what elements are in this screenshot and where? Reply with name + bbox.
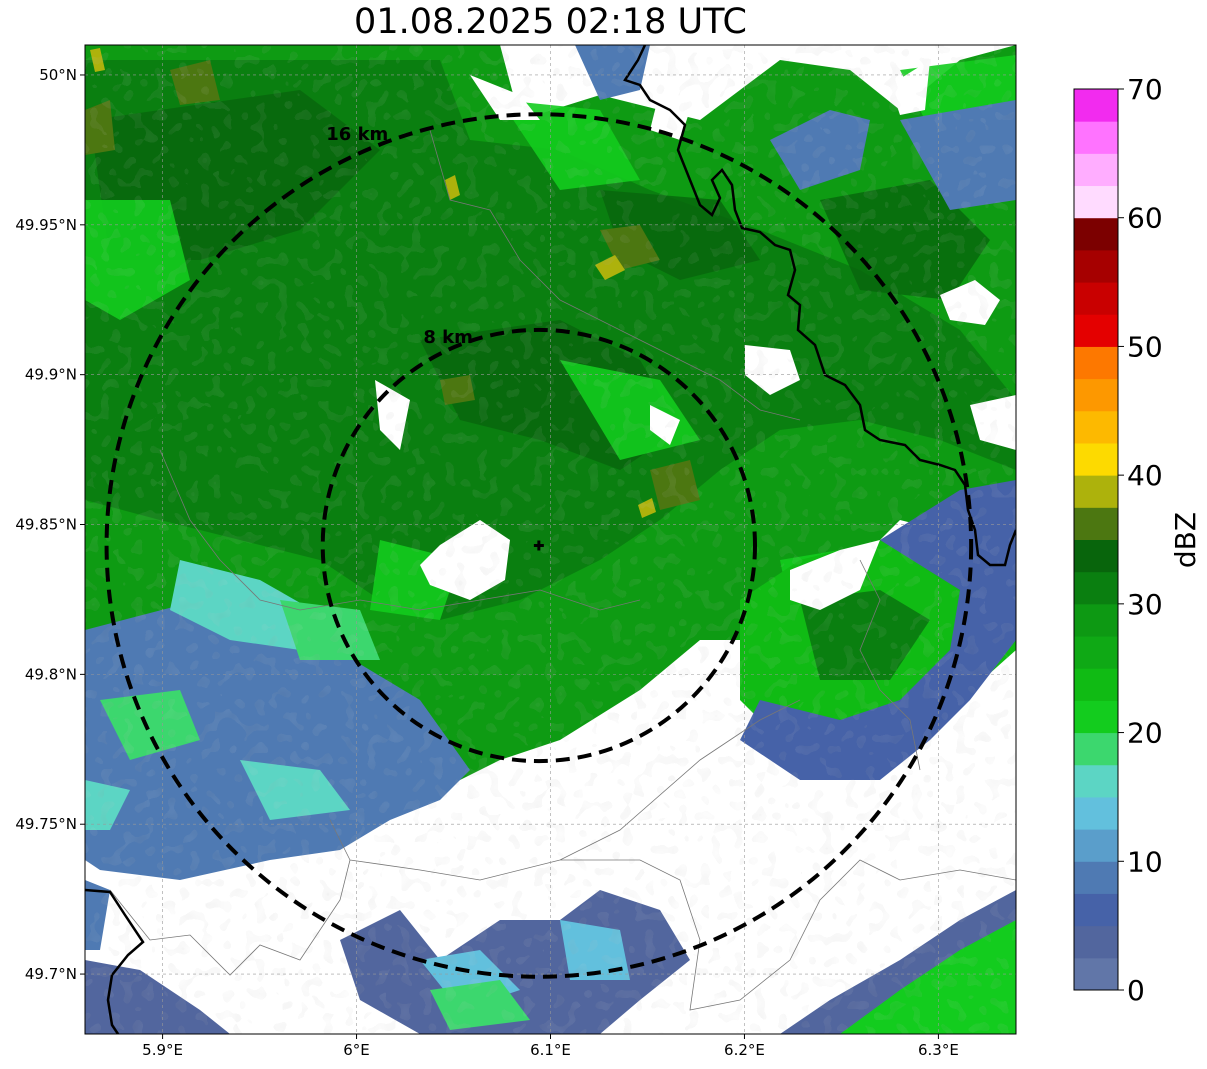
colorbar-segment (1074, 346, 1118, 380)
colorbar-tick-label: 0 (1127, 974, 1145, 1007)
range-ring (104, 112, 974, 979)
colorbar-segment (1074, 603, 1118, 637)
colorbar-segment (1074, 378, 1118, 412)
colorbar-segment (1074, 217, 1118, 251)
colorbar-segment (1074, 314, 1118, 347)
colorbar-segment (1074, 249, 1118, 283)
colorbar-tick-label: 70 (1127, 73, 1163, 106)
boundary-lines (85, 45, 1016, 1034)
range-ring-label: 8 km (423, 327, 473, 348)
y-axis-ticks: 50°N 49.95°N 49.9°N 49.85°N 49.8°N 49.75°N 49.… (15, 66, 85, 983)
map-title: 01.08.2025 02:18 UTC (354, 2, 747, 42)
colorbar-tick-label: 50 (1127, 330, 1163, 363)
colorbar-segment (1074, 829, 1118, 862)
colorbar-tick-label: 20 (1127, 717, 1163, 750)
colorbar-tick-label: 30 (1127, 588, 1163, 621)
y-tick-label: 49.85°N (15, 516, 77, 534)
y-tick-label: 49.7°N (25, 965, 77, 983)
colorbar-segment (1074, 507, 1118, 540)
colorbar-tick-label: 60 (1127, 202, 1163, 235)
colorbar-segment (1074, 89, 1118, 122)
border-national-southwest (85, 888, 145, 1034)
colorbar: 0 10 20 30 40 50 60 70 (1073, 73, 1163, 1007)
colorbar-segment (1074, 893, 1118, 927)
range-rings: 8 km 16 km (104, 112, 974, 979)
colorbar-segment (1074, 571, 1118, 605)
colorbar-segment (1074, 732, 1118, 766)
border-regional-lines (109, 129, 1016, 1011)
colorbar-segment (1074, 700, 1118, 734)
x-tick-label: 6.1°E (530, 1041, 571, 1059)
colorbar-tick-label: 10 (1127, 845, 1163, 878)
y-tick-label: 49.8°N (25, 665, 77, 683)
colorbar-segment (1074, 861, 1118, 894)
colorbar-segment (1074, 796, 1118, 830)
colorbar-segment (1074, 410, 1118, 444)
colorbar-segment (1074, 282, 1118, 315)
colorbar-segment (1074, 475, 1118, 508)
x-tick-label: 6°E (343, 1041, 370, 1059)
colorbar-tick-label: 40 (1127, 459, 1163, 492)
colorbar-segment (1074, 668, 1118, 701)
y-tick-label: 50°N (39, 66, 77, 84)
x-tick-label: 6.2°E (724, 1041, 765, 1059)
colorbar-segment (1074, 121, 1118, 154)
colorbar-segment (1074, 442, 1118, 476)
range-ring (320, 327, 758, 764)
x-tick-label: 6.3°E (918, 1041, 959, 1059)
range-ring-label: 16 km (326, 124, 388, 145)
y-tick-label: 49.95°N (15, 216, 77, 234)
gridlines (85, 45, 1016, 1034)
colorbar-label: dBZ (1169, 512, 1202, 568)
y-tick-label: 49.75°N (15, 815, 77, 833)
y-tick-label: 49.9°N (25, 366, 77, 384)
colorbar-frame (1073, 88, 1119, 991)
x-axis-ticks: 5.9°E 6°E 6.1°E 6.2°E 6.3°E (142, 1034, 959, 1059)
colorbar-segment (1074, 185, 1118, 219)
colorbar-segment (1074, 636, 1118, 669)
colorbar-segment (1074, 957, 1118, 991)
border-national-north (623, 45, 1016, 567)
x-tick-label: 5.9°E (142, 1041, 183, 1059)
colorbar-segment (1074, 925, 1118, 959)
colorbar-segment (1074, 539, 1118, 573)
colorbar-segment (1074, 153, 1118, 187)
radar-site-marker (533, 540, 544, 551)
colorbar-segment (1074, 764, 1118, 798)
